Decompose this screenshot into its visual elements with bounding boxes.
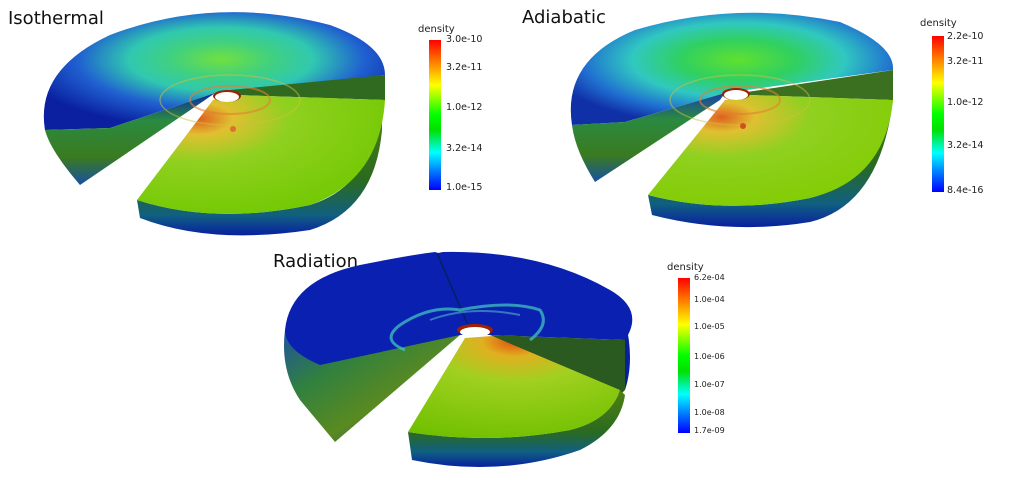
- colorbar: [429, 40, 441, 190]
- colorbar-label: 1.0e-07: [694, 380, 725, 389]
- colorbar-title: density: [667, 262, 704, 273]
- colorbar-title: density: [418, 24, 455, 35]
- panel-title: Radiation: [273, 251, 359, 272]
- colorbar-label: 8.4e-16: [947, 185, 984, 196]
- colorbar: [678, 278, 690, 433]
- colorbar-label: 3.0e-10: [446, 34, 483, 45]
- colorbar-label: 1.0e-12: [947, 97, 984, 108]
- colorbar-title: density: [920, 18, 957, 29]
- colorbar-label: 2.2e-10: [947, 31, 984, 42]
- colorbar-label: 1.0e-06: [694, 352, 725, 361]
- disk-render-isothermal: [43, 12, 386, 236]
- disk-render-radiation: [284, 251, 633, 468]
- colorbar-label: 3.2e-14: [446, 143, 483, 154]
- panel-title: Isothermal: [8, 8, 104, 29]
- colorbar-label: 1.0e-12: [446, 102, 483, 113]
- disk-render-adiabatic: [570, 12, 894, 228]
- colorbar: [932, 36, 944, 192]
- colorbar-label: 3.2e-11: [446, 62, 483, 73]
- colorbar-label: 6.2e-04: [694, 273, 725, 282]
- colorbar-label: 1.0e-08: [694, 408, 725, 417]
- colorbar-label: 3.2e-11: [947, 56, 984, 67]
- panel-title: Adiabatic: [522, 7, 606, 28]
- colorbar-label: 1.0e-05: [694, 322, 725, 331]
- colorbar-label: 1.0e-04: [694, 295, 725, 304]
- colorbar-label: 1.0e-15: [446, 182, 483, 193]
- colorbar-label: 1.7e-09: [694, 426, 725, 435]
- colorbar-label: 3.2e-14: [947, 140, 984, 151]
